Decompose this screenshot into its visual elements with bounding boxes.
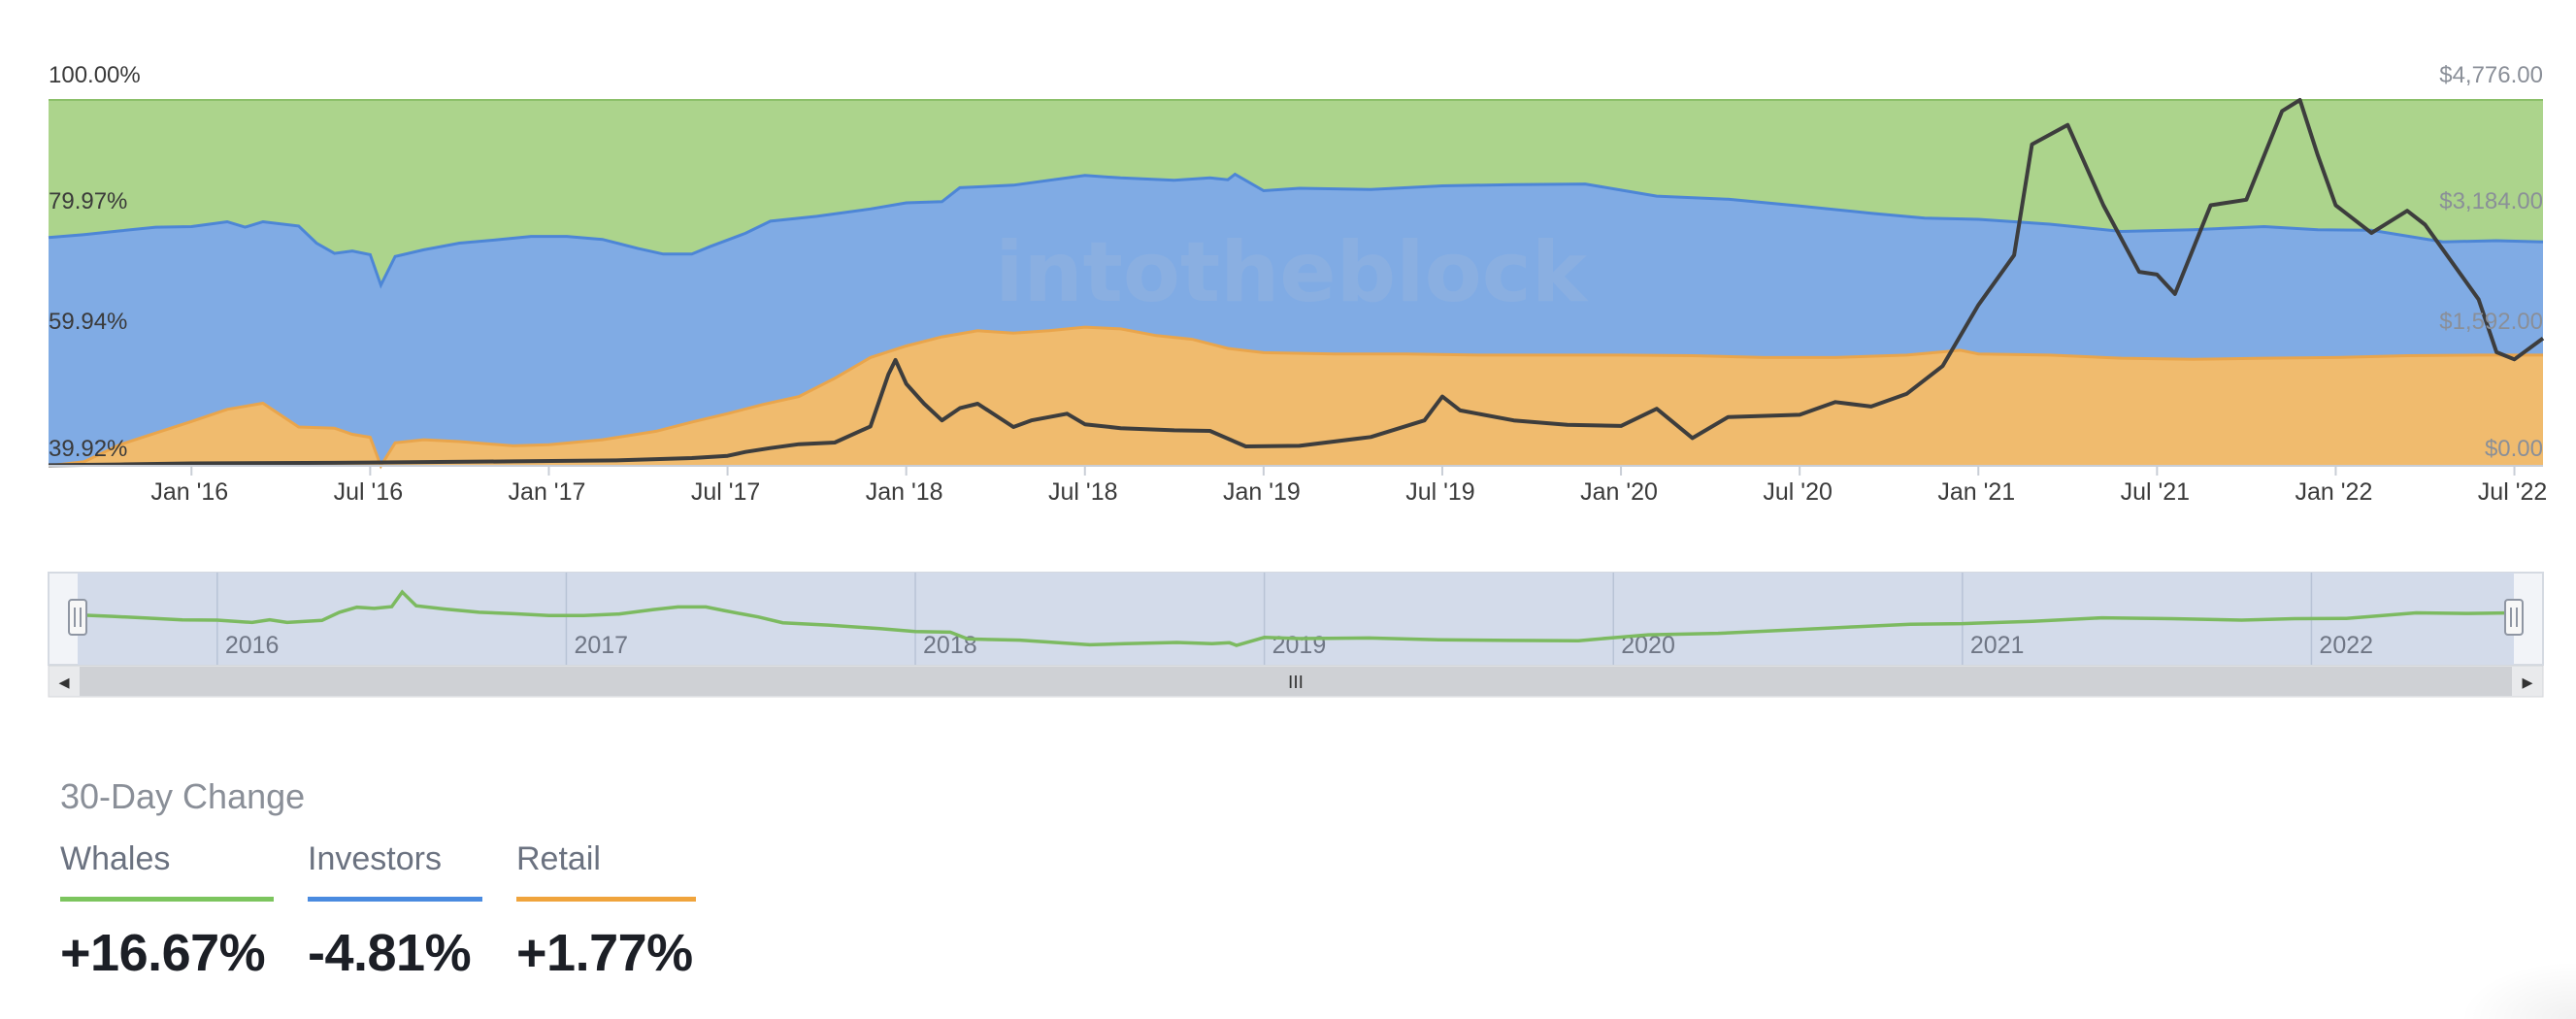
navigator-year-label: 2017: [574, 632, 628, 659]
price-tick-label: $1,592.00: [2439, 309, 2543, 335]
stat-label-investors: Investors: [308, 840, 442, 877]
plot-area: intotheblock: [48, 98, 2545, 470]
scroll-left-arrow-icon[interactable]: ◂: [58, 671, 69, 695]
percent-tick-label: 79.97%: [49, 188, 127, 214]
x-tick-label: Jul '19: [1405, 478, 1474, 506]
price-tick-label: $4,776.00: [2439, 62, 2543, 88]
stat-label-whales: Whales: [60, 840, 171, 877]
x-tick-label: Jul '20: [1763, 478, 1832, 506]
x-tick-label: Jan '22: [2295, 478, 2373, 506]
handle-body[interactable]: [68, 599, 87, 636]
navigator-handle-right[interactable]: [2504, 599, 2524, 636]
x-tick-label: Jul '22: [2478, 478, 2547, 506]
axis-labels: 100.00% 79.97% 59.94% 39.92% $4,776.00 $3,184…: [49, 62, 2547, 506]
stat-retail: Retail +1.77%: [516, 840, 696, 983]
price-line: [48, 98, 2545, 468]
handle-body[interactable]: [2504, 599, 2524, 636]
area-retail: [49, 327, 2543, 467]
x-tick-label: Jan '18: [866, 478, 943, 506]
navigator-handle-left[interactable]: [68, 599, 87, 636]
stat-bar-retail: [516, 897, 696, 902]
x-tick-label: Jul '16: [334, 478, 403, 506]
stat-whales: Whales +16.67%: [60, 840, 274, 983]
stat-bar-whales: [60, 897, 274, 902]
chart-container: intotheblock 100.00% 79.97% 59.94% 39.92% $4…: [48, 62, 2547, 698]
navigator-year-label: 2022: [2319, 632, 2373, 659]
stat-investors: Investors -4.81%: [308, 840, 482, 983]
navigator-year-label: 2018: [923, 632, 977, 659]
watermark-logo: intotheblock: [995, 224, 1589, 321]
scrollbar-thumb[interactable]: [80, 667, 2512, 696]
thirty-day-change-panel: 30-Day Change Whales +16.67% Investors -…: [60, 776, 837, 1000]
price-tick-label: $0.00: [2485, 436, 2543, 462]
navigator[interactable]: 2016 2017 2018 2019 2020 2021 2022◂ ▸III: [48, 572, 2544, 698]
x-tick-label: Jul '18: [1048, 478, 1117, 506]
scroll-right-arrow-icon[interactable]: ▸: [2522, 671, 2532, 695]
price-tick-label: $3,184.00: [2439, 188, 2543, 214]
percent-tick-label: 39.92%: [49, 436, 127, 462]
area-edge-retail: [48, 325, 2543, 470]
x-tick-label: Jan '17: [509, 478, 586, 506]
x-tick-label: Jan '16: [150, 478, 228, 506]
x-tick-label: Jan '21: [1937, 478, 2015, 506]
stat-value-retail: +1.77%: [516, 924, 693, 982]
stat-label-retail: Retail: [516, 840, 601, 877]
x-tick-label: Jan '19: [1223, 478, 1301, 506]
stat-value-whales: +16.67%: [60, 924, 266, 982]
percent-tick-label: 100.00%: [49, 62, 141, 88]
x-tick-label: Jan '20: [1580, 478, 1658, 506]
scroll-grip-icon[interactable]: III: [1288, 673, 1304, 693]
x-tick-label: Jul '21: [2121, 478, 2190, 506]
x-tick-label: Jul '17: [691, 478, 760, 506]
corner-shadow: [2460, 961, 2576, 1019]
area-edge-investors: [48, 172, 2544, 289]
navigator-year-label: 2016: [225, 632, 280, 659]
navigator-year-label: 2019: [1272, 632, 1327, 659]
percent-tick-label: 59.94%: [49, 309, 127, 335]
stat-bar-investors: [308, 897, 482, 902]
chart-svg: intotheblock 100.00% 79.97% 59.94% 39.92% $4…: [48, 62, 2547, 698]
navigator-year-label: 2021: [1970, 632, 2025, 659]
navigator-line: [77, 589, 2515, 647]
stat-value-investors: -4.81%: [308, 924, 472, 982]
stats-title: 30-Day Change: [60, 776, 306, 816]
